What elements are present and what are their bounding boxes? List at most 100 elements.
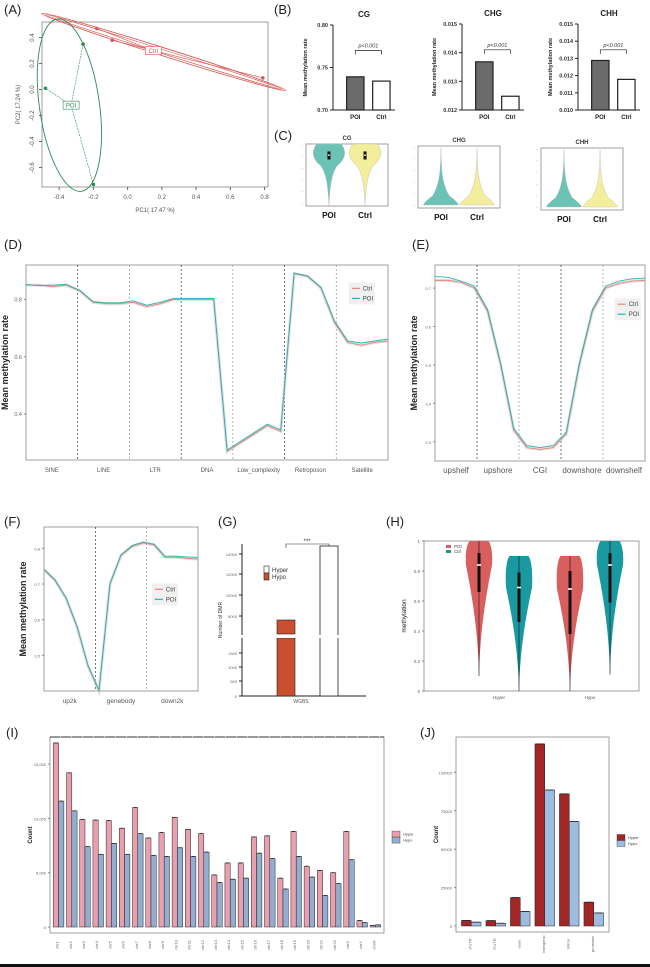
bar-hypo	[97, 854, 104, 928]
x-tick-label: Satellite	[351, 468, 373, 474]
bar-hyper	[132, 807, 139, 928]
series-line-ctrl	[43, 542, 199, 693]
bar-hypo	[150, 855, 157, 928]
y-tick: -	[413, 202, 415, 207]
pca-spoke	[153, 50, 263, 79]
x-tick-label: 3'UTR	[467, 938, 472, 949]
legend-swatch-hyper	[391, 830, 401, 838]
series-line-ctrl	[435, 279, 646, 450]
y-tick: -	[413, 144, 415, 149]
y-axis-label: Mean methylation rate	[18, 561, 28, 656]
bar-hypo-lower	[276, 637, 296, 697]
bar-hyper	[559, 793, 570, 927]
pca-point	[91, 182, 96, 187]
bar-hypo	[322, 895, 329, 928]
bar-hypo	[269, 858, 276, 928]
bar-hypo	[309, 876, 315, 928]
bar-hyper	[264, 835, 271, 928]
x-tick-label: -0.4	[54, 195, 65, 201]
bar-hypo	[137, 833, 144, 928]
bar-hypo	[361, 922, 368, 928]
bar-hypo-upper	[276, 619, 296, 635]
bar-hypo	[84, 846, 91, 928]
bar-hypo	[569, 821, 580, 927]
line-plot-frame	[434, 264, 646, 462]
y-tick-label: 0.8	[34, 546, 40, 551]
x-tick-label: chr3	[81, 940, 86, 949]
bar-hypo	[544, 789, 555, 927]
bar-hyper	[237, 862, 244, 928]
line-plot-frame	[43, 526, 199, 692]
y-tick: -	[413, 156, 415, 161]
y-tick-label: 0.7	[34, 582, 40, 587]
legend-swatch-hypo	[263, 572, 270, 581]
legend-label-ctrl: Ctrl	[166, 587, 175, 593]
pca-plot-frame	[41, 21, 269, 188]
pca-point	[43, 86, 48, 91]
y-tick: -	[536, 158, 538, 163]
panel-label-h: (H)	[386, 514, 405, 529]
bar-plot-frame	[455, 736, 610, 933]
bar-hypo	[229, 878, 236, 928]
violin-median	[608, 564, 612, 566]
bar-hyper	[158, 832, 165, 928]
bar-hypo	[203, 851, 210, 928]
bar-hypo	[71, 810, 78, 928]
x-tick-label: down2k	[161, 698, 184, 705]
x-tick-label: 0.0	[123, 195, 132, 201]
y-tick-label: 8000	[228, 614, 238, 619]
x-tick-label: Hyper	[493, 695, 506, 700]
y-tick-label: 0.2	[30, 59, 36, 68]
bar-hyper	[211, 874, 218, 928]
x-tick-label: LTR	[150, 468, 162, 474]
y-tick-label: 0.4	[30, 33, 36, 42]
y-tick-label: 25000	[441, 886, 453, 891]
y-tick: -	[301, 200, 303, 205]
bar-poi	[591, 59, 610, 111]
x-tick-label: Ctrl	[505, 115, 516, 121]
bar-hyper	[319, 545, 339, 697]
x-tick-label: 0.6	[226, 195, 235, 201]
y-tick-label: 500	[230, 679, 237, 684]
legend-label-ctrl: Ctrl	[629, 302, 638, 308]
bar-hyper	[53, 742, 59, 928]
y-tick: -	[301, 142, 303, 147]
x-tick-label: chr17	[266, 939, 271, 950]
y-tick-label: 0	[450, 924, 453, 929]
y-tick-label: 0.013	[559, 56, 573, 62]
legend-swatch-hyper	[616, 834, 626, 841]
y-tick-label: 10000	[226, 593, 238, 598]
x-tick-label: POI	[595, 115, 606, 121]
y-tick-label: 1000	[228, 665, 238, 670]
y-axis-label: Mean methylation rate	[548, 38, 554, 96]
y-axis-label: Count	[434, 826, 440, 843]
legend-label-poi: POI	[629, 312, 640, 318]
x-tick-label: chr20	[305, 939, 310, 950]
x-tick-label: downshore	[562, 466, 602, 475]
bar-hyper	[251, 836, 257, 928]
violin-median	[568, 588, 572, 590]
y-tick-label: 0.6	[425, 324, 431, 329]
y-tick-label: 0.015	[559, 22, 573, 28]
y-tick-label: 15,000	[34, 762, 47, 767]
x-tick-label: WGBS	[293, 699, 309, 705]
legend-label-hyper: Hyper	[272, 568, 288, 574]
x-tick-label: chr19	[292, 939, 297, 950]
violin-poi	[423, 147, 459, 206]
y-tick-label: 0.4	[14, 412, 22, 418]
violin-poi	[546, 149, 582, 208]
bar-hypo	[593, 912, 604, 927]
y-tick-label: 0.4	[414, 629, 421, 634]
ctrl-ellipse	[41, 12, 287, 91]
legend-label-hyper: Hyper	[628, 835, 639, 840]
x-tick-label: Low_complexity	[237, 468, 280, 474]
x-tick-label: POI	[322, 211, 336, 220]
pca-point	[110, 38, 114, 42]
bar-hypo	[243, 877, 249, 928]
panel-label-j: (J)	[420, 725, 436, 740]
y-tick-label: 0.4	[425, 401, 431, 406]
y-axis-label: PC2( 17.24 %)	[16, 85, 22, 124]
y-tick-label: 0.8	[414, 569, 421, 574]
x-tick-label: Ctrl	[593, 215, 607, 224]
